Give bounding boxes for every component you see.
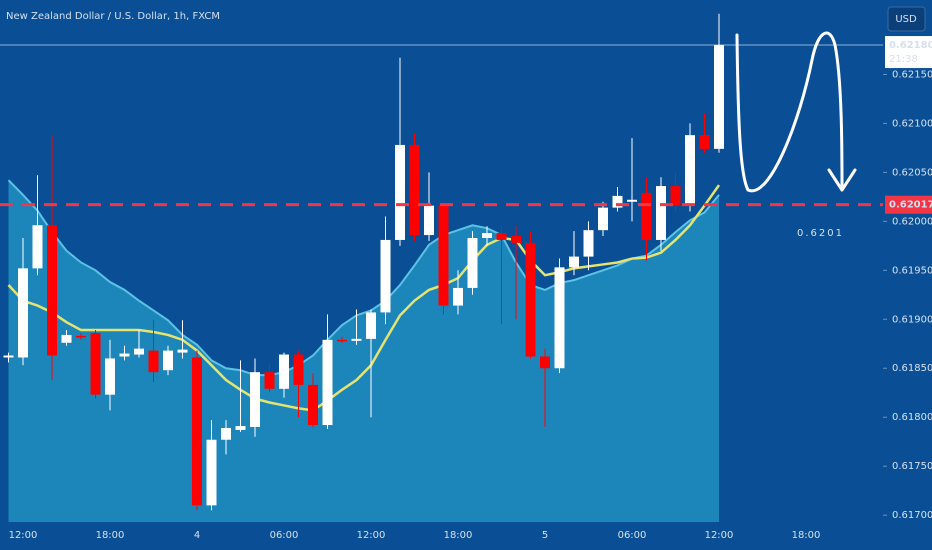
moving-average: [7, 184, 721, 412]
candle-body: [714, 45, 724, 149]
x-tick-label: 06:00: [618, 530, 647, 541]
candle-body: [3, 355, 14, 358]
candle-body: [148, 350, 159, 373]
candle-body: [76, 335, 86, 338]
candle-body: [395, 144, 405, 240]
last-price-label: 0.62180: [889, 40, 932, 51]
candle-body: [177, 349, 188, 353]
x-tick-label: 06:00: [270, 530, 299, 541]
candle-body: [250, 372, 260, 428]
candle-body: [656, 186, 666, 240]
y-tick-label: 0.61700: [892, 510, 932, 521]
x-tick-label: 12:00: [357, 530, 386, 541]
candle-body: [322, 339, 333, 426]
candle-body: [612, 195, 623, 208]
candle-body: [424, 205, 434, 236]
x-tick-label: 18:00: [96, 530, 125, 541]
hand-drawn-arrow: [735, 31, 857, 193]
candle-body: [61, 334, 72, 343]
candle-body: [119, 353, 130, 357]
x-tick-label: 18:00: [792, 530, 821, 541]
candle-body: [308, 384, 318, 426]
x-tick-label: 12:00: [9, 530, 38, 541]
candle-body: [264, 372, 275, 389]
candle-body: [235, 426, 246, 430]
x-tick-label: 18:00: [444, 530, 473, 541]
candle-body: [540, 356, 550, 369]
candle-body: [569, 256, 579, 268]
level-label: 0.62017: [889, 200, 932, 211]
candle-body: [18, 268, 28, 358]
y-tick-label: 0.61850: [892, 363, 932, 374]
candle-body: [685, 135, 695, 206]
candle-body: [366, 312, 376, 339]
candle-body: [670, 186, 681, 206]
x-tick-label: 5: [542, 530, 548, 541]
y-tick-label: 0.62050: [892, 167, 932, 178]
candle-body: [47, 225, 57, 356]
candle-body: [293, 354, 304, 385]
x-tick-label: 4: [194, 530, 200, 541]
candle-body: [627, 199, 637, 202]
countdown-label: 21:38: [889, 54, 918, 65]
candle-body: [163, 350, 173, 371]
y-tick-label: 0.61750: [892, 461, 932, 472]
level-annotation: 0.6201: [797, 228, 844, 239]
candle-body: [221, 427, 231, 440]
candle-body: [438, 205, 449, 306]
candle-body: [206, 439, 217, 506]
y-tick-label: 0.61800: [892, 412, 932, 423]
candle-body: [482, 233, 492, 238]
candle-body: [90, 332, 101, 395]
plot-area: [0, 13, 883, 522]
chart-title: New Zealand Dollar / U.S. Dollar, 1h, FX…: [6, 11, 220, 22]
candle-body: [554, 267, 565, 369]
candle-body: [351, 338, 362, 341]
candle-body: [699, 135, 710, 149]
candle-body: [409, 144, 420, 236]
candle-body: [134, 348, 144, 355]
candle-body: [496, 233, 507, 240]
currency-button[interactable]: [887, 6, 926, 32]
candle-body: [511, 236, 521, 243]
candle-body: [32, 225, 43, 269]
band-area: [8, 180, 719, 522]
y-tick-label: 0.62000: [892, 216, 932, 227]
band-line: [7, 179, 720, 377]
candle-body: [598, 207, 608, 231]
candle-body: [583, 230, 594, 257]
y-tick-label: 0.61950: [892, 265, 932, 276]
last-price-box: [885, 36, 932, 69]
candle-body: [380, 239, 391, 313]
level-label-box: [885, 195, 932, 214]
candle-body: [105, 358, 115, 395]
y-tick-label: 0.62100: [892, 118, 932, 129]
candle-body: [279, 354, 289, 389]
candle-body: [453, 287, 463, 306]
candle-body: [467, 237, 478, 288]
candle-body: [641, 192, 652, 240]
candle-body: [337, 339, 347, 342]
candle-body: [192, 357, 202, 506]
y-tick-label: 0.62150: [892, 69, 932, 80]
candle-body: [525, 242, 536, 357]
y-tick-label: 0.61900: [892, 314, 932, 325]
currency-label[interactable]: USD: [895, 14, 917, 25]
x-tick-label: 12:00: [705, 530, 734, 541]
